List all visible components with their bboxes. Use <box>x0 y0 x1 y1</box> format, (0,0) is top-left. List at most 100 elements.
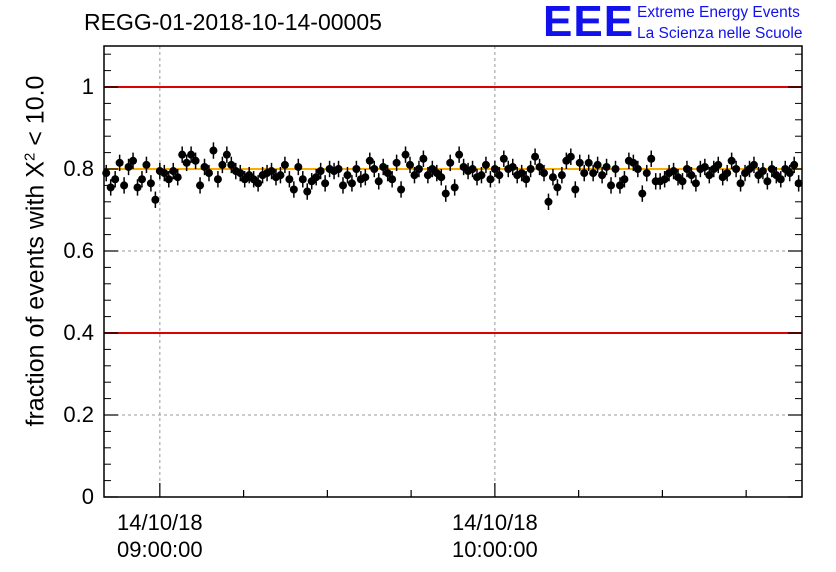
data-point <box>160 169 169 178</box>
data-point <box>548 173 557 182</box>
data-point <box>347 179 356 188</box>
data-point <box>200 162 209 171</box>
data-point <box>727 156 736 165</box>
data-point <box>151 195 160 204</box>
data-point <box>343 171 352 180</box>
data-point <box>535 162 544 171</box>
x-tick-label: 14/10/18 10:00:00 <box>425 509 565 563</box>
x-tick-time: 10:00:00 <box>452 537 538 562</box>
logo-line-2: La Scienza nelle Scuole <box>637 25 803 42</box>
x-tick-time: 09:00:00 <box>117 537 203 562</box>
data-point <box>204 169 213 178</box>
data-point <box>129 156 138 165</box>
data-point <box>334 165 343 173</box>
data-point <box>723 169 732 178</box>
data-point <box>388 175 397 184</box>
data-point <box>553 183 562 192</box>
data-point <box>106 183 115 192</box>
y-tick-label: 1 <box>81 74 94 99</box>
data-point <box>767 165 776 173</box>
data-point <box>611 165 620 173</box>
data-point <box>254 179 263 188</box>
data-points <box>102 142 803 210</box>
data-point <box>115 158 124 167</box>
data-point <box>365 156 374 165</box>
data-point <box>763 177 772 186</box>
data-point <box>776 175 785 184</box>
data-point <box>137 175 146 184</box>
data-point <box>522 175 531 184</box>
data-point <box>593 160 602 169</box>
data-point <box>383 169 392 178</box>
data-point <box>267 167 276 176</box>
data-point <box>316 167 325 176</box>
data-point <box>111 175 120 184</box>
data-point <box>607 181 616 190</box>
data-point <box>133 183 142 192</box>
data-point <box>678 177 687 186</box>
data-point <box>620 175 629 184</box>
data-point <box>146 179 155 188</box>
data-point <box>642 169 651 178</box>
data-point <box>209 146 218 155</box>
data-point <box>441 189 450 198</box>
data-point <box>584 158 593 167</box>
data-point <box>397 185 406 194</box>
data-point <box>178 150 187 159</box>
data-point <box>589 169 598 178</box>
data-point <box>236 169 245 178</box>
x-tick-date: 14/10/18 <box>117 510 203 535</box>
data-point <box>481 160 490 169</box>
data-point <box>575 158 584 167</box>
y-axis-label-text: fraction of events with <box>21 177 50 427</box>
data-point <box>374 177 383 186</box>
data-point <box>169 167 178 176</box>
data-point <box>669 167 678 176</box>
y-tick-label: 0.6 <box>63 238 94 263</box>
eee-logo-mark: EEE <box>543 0 635 46</box>
data-point <box>164 175 173 184</box>
data-point <box>338 181 347 190</box>
data-point <box>732 165 741 173</box>
data-point <box>705 171 714 180</box>
data-point <box>276 171 285 180</box>
data-point <box>638 189 647 198</box>
y-tick-label: 0 <box>81 484 94 509</box>
data-point <box>437 173 446 182</box>
data-point <box>486 175 495 184</box>
data-point <box>401 150 410 159</box>
data-point <box>187 150 196 159</box>
data-point <box>450 183 459 192</box>
data-point <box>629 158 638 167</box>
data-point <box>517 169 526 178</box>
data-point <box>544 197 553 206</box>
data-point <box>455 150 464 159</box>
data-point <box>495 171 504 180</box>
data-point <box>508 162 517 171</box>
data-point <box>499 154 508 163</box>
data-point <box>196 181 205 190</box>
data-point <box>682 165 691 173</box>
reference-lines <box>104 86 802 334</box>
data-point <box>298 175 307 184</box>
data-point <box>749 160 758 169</box>
data-point <box>687 171 696 180</box>
y-tick-label: 0.4 <box>63 320 94 345</box>
data-point <box>410 171 419 180</box>
data-point <box>540 169 549 178</box>
data-point <box>120 181 129 190</box>
axes <box>103 45 803 498</box>
data-point <box>280 160 289 169</box>
data-point <box>173 173 182 182</box>
y-tick-label: 0.8 <box>63 156 94 181</box>
data-point <box>392 158 401 167</box>
data-point <box>227 160 236 169</box>
data-point <box>571 185 580 194</box>
data-point <box>370 165 379 173</box>
data-point <box>790 160 799 169</box>
eee-logo: EEE Extreme Energy Events La Scienza nel… <box>543 0 833 46</box>
grid-lines <box>104 46 802 497</box>
data-point <box>490 165 499 173</box>
y-axis-label-superscript: 2 <box>21 152 39 162</box>
data-point <box>406 160 415 169</box>
